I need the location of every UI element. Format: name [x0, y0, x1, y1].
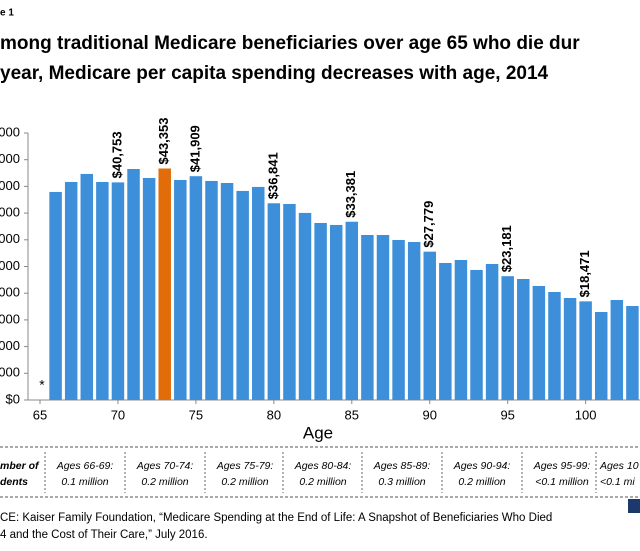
- bar: [626, 306, 639, 400]
- bar: [236, 190, 249, 400]
- bar: [220, 182, 234, 400]
- group-count: 0.2 million: [299, 476, 346, 488]
- bar: [252, 186, 265, 400]
- source: CE: Kaiser Family Foundation, “Medicare …: [0, 512, 552, 524]
- bar: [439, 262, 452, 400]
- bar: [111, 182, 125, 400]
- group-count: 0.1 million: [61, 476, 108, 488]
- y-tick-label: 000: [0, 365, 20, 380]
- bar: [96, 181, 109, 400]
- bar: [142, 177, 156, 400]
- bar: [594, 311, 608, 400]
- y-tick-label: 000: [0, 311, 20, 326]
- bar: [548, 291, 561, 400]
- bar: [158, 168, 171, 400]
- y-tick-label: 000: [0, 231, 20, 246]
- bar: [283, 203, 296, 400]
- bar: [49, 191, 62, 400]
- x-tick-label: 90: [423, 407, 437, 422]
- logo: [628, 499, 640, 513]
- data-label: $43,353: [156, 117, 171, 164]
- bar: [376, 234, 390, 400]
- group-label: Ages 90-94:: [453, 460, 511, 472]
- y-tick-label: 000: [0, 258, 20, 273]
- bar: [563, 298, 577, 400]
- note-marker: *: [39, 377, 45, 393]
- bar: [517, 278, 530, 400]
- y-tick-label: 000: [0, 285, 20, 300]
- data-label: $27,779: [421, 201, 436, 248]
- group-count: 0.2 million: [458, 476, 505, 488]
- bar: [64, 181, 78, 400]
- y-tick-label: 000: [0, 178, 20, 193]
- group-count: <0.1 million: [535, 476, 589, 488]
- group-label: Ages 70-74:: [136, 460, 194, 472]
- bar: [80, 173, 94, 400]
- bar: [329, 224, 343, 400]
- bar: [470, 269, 483, 400]
- bar: [407, 241, 421, 400]
- row-header: dents: [0, 476, 28, 488]
- figure-label: e 1: [0, 8, 14, 19]
- bar: [423, 251, 436, 400]
- bar: [392, 239, 405, 400]
- chart-title: mong traditional Medicare beneficiaries …: [0, 33, 580, 54]
- x-tick-label: 100: [575, 407, 597, 422]
- x-tick-label: 95: [500, 407, 514, 422]
- bar: [174, 179, 187, 400]
- group-label: Ages 95-99:: [533, 460, 591, 472]
- bar: [454, 259, 468, 400]
- bar: [485, 263, 499, 400]
- data-label: $41,909: [187, 125, 202, 172]
- group-count: <0.1 mi: [600, 476, 635, 488]
- bar: [298, 212, 312, 400]
- x-tick-label: 80: [267, 407, 281, 422]
- group-count: 0.2 million: [221, 476, 268, 488]
- x-tick-label: 85: [345, 407, 359, 422]
- bar: [205, 180, 218, 400]
- group-label: Ages 80-84:: [294, 460, 352, 472]
- data-label: $23,181: [499, 225, 514, 272]
- data-label: $40,753: [109, 131, 124, 178]
- y-tick-label: 000: [0, 151, 20, 166]
- bar: [361, 234, 374, 400]
- source: 4 and the Cost of Their Care,” July 2016…: [0, 529, 208, 541]
- row-header: mber of: [0, 460, 40, 472]
- bar: [345, 221, 359, 400]
- bar: [189, 176, 203, 400]
- data-label: $18,471: [577, 250, 592, 297]
- group-label: Ages 10: [599, 460, 639, 472]
- x-tick-label: 75: [189, 407, 203, 422]
- chart-title: year, Medicare per capita spending decre…: [0, 63, 549, 84]
- y-tick-label: 000: [0, 338, 20, 353]
- group-count: 0.3 million: [378, 476, 425, 488]
- bar: [267, 203, 281, 400]
- x-tick-label: 65: [33, 407, 47, 422]
- bar: [579, 301, 592, 400]
- group-count: 0.2 million: [141, 476, 188, 488]
- bar: [314, 222, 327, 400]
- group-label: Ages 85-89:: [373, 460, 431, 472]
- data-label: $36,841: [265, 152, 280, 199]
- y-tick-label: 000: [0, 124, 20, 139]
- y-tick-label: 000: [0, 205, 20, 220]
- bar: [127, 168, 140, 400]
- x-tick-label: 70: [111, 407, 125, 422]
- bar: [532, 285, 546, 400]
- bar: [501, 276, 514, 400]
- data-label: $33,381: [343, 171, 358, 218]
- group-label: Ages 66-69:: [56, 460, 114, 472]
- x-axis-label: Age: [303, 423, 333, 442]
- bar: [610, 299, 624, 400]
- y-tick-label: $0: [6, 391, 20, 406]
- group-label: Ages 75-79:: [216, 460, 274, 472]
